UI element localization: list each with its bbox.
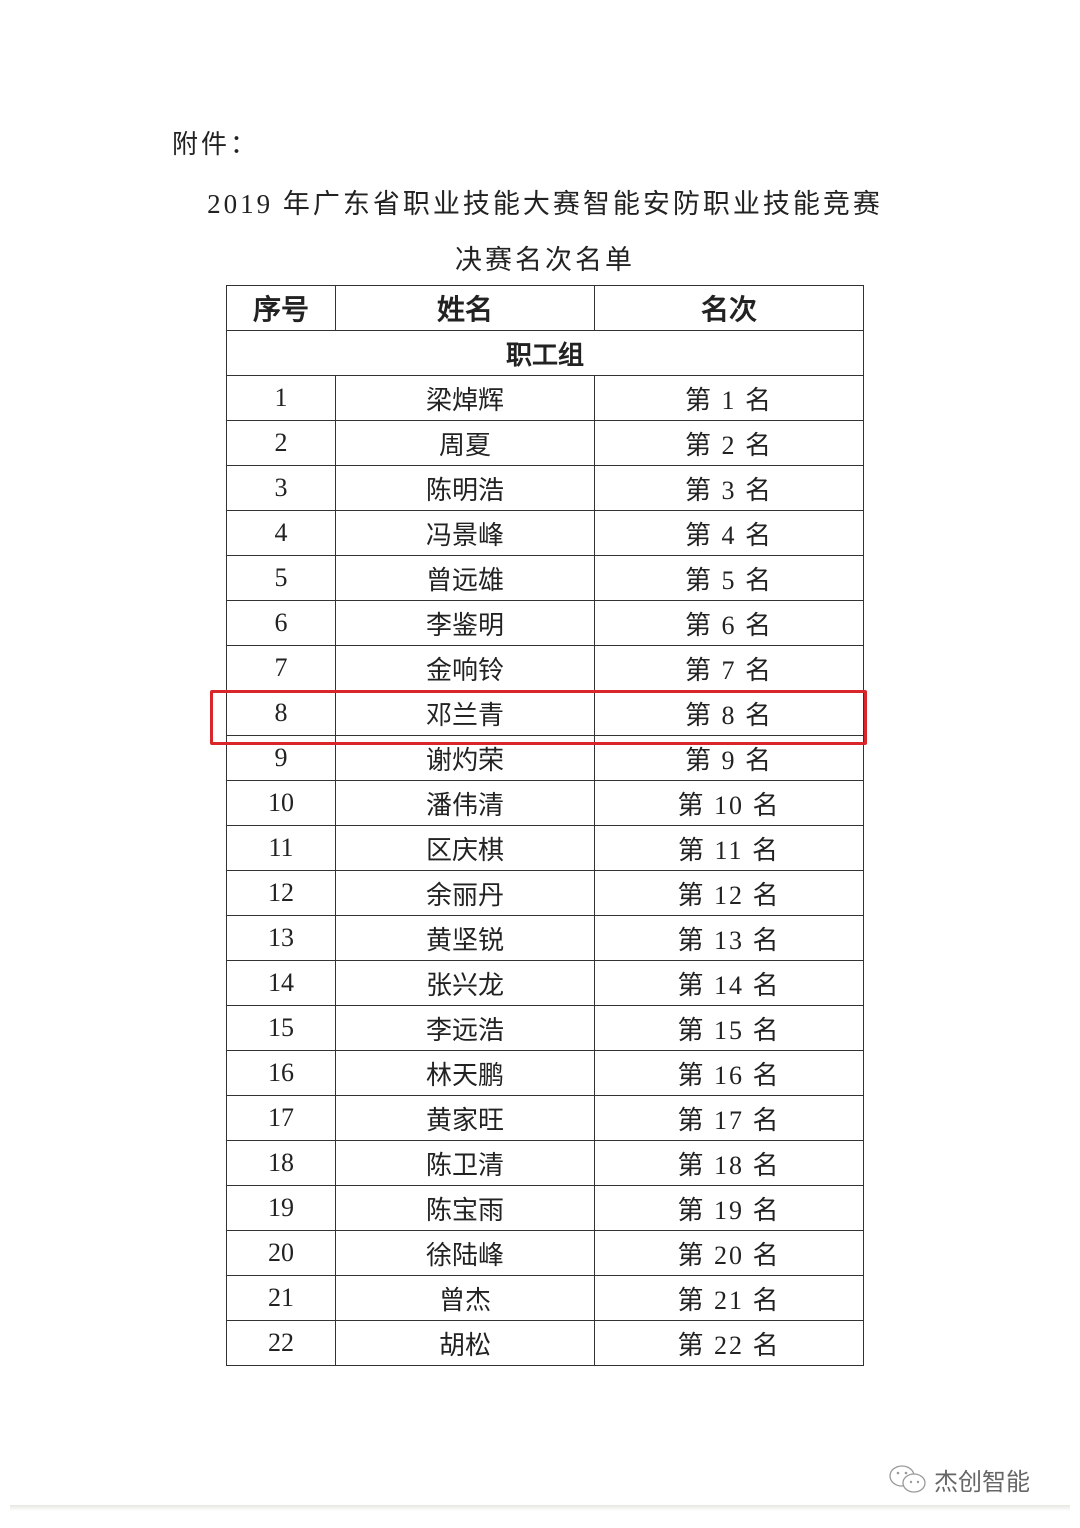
cell-number: 5 — [226, 555, 336, 601]
cell-number: 4 — [226, 510, 336, 556]
header-number: 序号 — [226, 285, 336, 331]
cell-rank: 第 19 名 — [594, 1185, 864, 1231]
cell-number: 22 — [226, 1320, 336, 1366]
header-rank: 名次 — [594, 285, 864, 331]
cell-name: 李鉴明 — [335, 600, 595, 646]
watermark-text: 杰创智能 — [934, 1468, 1030, 1496]
cell-name: 陈宝雨 — [335, 1185, 595, 1231]
cell-rank: 第 22 名 — [594, 1320, 864, 1366]
cell-number: 3 — [226, 465, 336, 511]
cell-number: 20 — [226, 1230, 336, 1276]
table-row: 10 潘伟清第 10 名 — [226, 780, 864, 826]
cell-rank: 第 21 名 — [594, 1275, 864, 1321]
table-row: 1 梁焯辉第 1 名 — [226, 375, 864, 421]
cell-number: 14 — [226, 960, 336, 1006]
cell-rank: 第 10 名 — [594, 780, 864, 826]
cell-number: 7 — [226, 645, 336, 691]
watermark: 杰创智能 — [888, 1462, 1030, 1497]
cell-rank: 第 1 名 — [594, 375, 864, 421]
cell-name: 余丽丹 — [335, 870, 595, 916]
table-row: 22 胡松第 22 名 — [226, 1320, 864, 1366]
cell-number: 15 — [226, 1005, 336, 1051]
cell-rank: 第 13 名 — [594, 915, 864, 961]
table-row: 2 周夏第 2 名 — [226, 420, 864, 466]
cell-number: 18 — [226, 1140, 336, 1186]
table-row: 17 黄家旺第 17 名 — [226, 1095, 864, 1141]
table-row: 15 李远浩第 15 名 — [226, 1005, 864, 1051]
table-row: 19 陈宝雨第 19 名 — [226, 1185, 864, 1231]
group-row: 职工组 — [226, 330, 864, 376]
cell-name: 邓兰青 — [335, 690, 595, 736]
document-subtitle: 决赛名次名单 — [455, 245, 635, 275]
cell-rank: 第 17 名 — [594, 1095, 864, 1141]
table-row: 13 黄坚锐第 13 名 — [226, 915, 864, 961]
cell-name: 徐陆峰 — [335, 1230, 595, 1276]
cell-name: 黄家旺 — [335, 1095, 595, 1141]
cell-rank: 第 11 名 — [594, 825, 864, 871]
cell-number: 17 — [226, 1095, 336, 1141]
table-row: 7 金响铃第 7 名 — [226, 645, 864, 691]
cell-name: 胡松 — [335, 1320, 595, 1366]
cell-number: 19 — [226, 1185, 336, 1231]
cell-rank: 第 2 名 — [594, 420, 864, 466]
highlight-box — [210, 690, 867, 745]
cell-name: 周夏 — [335, 420, 595, 466]
table-row: 18 陈卫清第 18 名 — [226, 1140, 864, 1186]
cell-number: 6 — [226, 600, 336, 646]
table-row: 16 林天鹏第 16 名 — [226, 1050, 864, 1096]
cell-rank: 第 15 名 — [594, 1005, 864, 1051]
header-name: 姓名 — [335, 285, 595, 331]
cell-number: 11 — [226, 825, 336, 871]
cell-number: 1 — [226, 375, 336, 421]
table-header-row: 序号 姓名 名次 — [226, 285, 864, 331]
cell-number: 13 — [226, 915, 336, 961]
page-bottom-edge — [10, 1505, 1070, 1511]
table-row: 4 冯景峰第 4 名 — [226, 510, 864, 556]
table-row: 12 余丽丹第 12 名 — [226, 870, 864, 916]
cell-number: 8 — [226, 690, 336, 736]
cell-name: 陈卫清 — [335, 1140, 595, 1186]
cell-name: 冯景峰 — [335, 510, 595, 556]
cell-rank: 第 5 名 — [594, 555, 864, 601]
cell-name: 潘伟清 — [335, 780, 595, 826]
cell-name: 梁焯辉 — [335, 375, 595, 421]
attachment-label: 附件： — [172, 130, 260, 159]
cell-rank: 第 18 名 — [594, 1140, 864, 1186]
cell-rank: 第 20 名 — [594, 1230, 864, 1276]
cell-name: 区庆棋 — [335, 825, 595, 871]
group-label: 职工组 — [226, 330, 864, 376]
table-row: 3 陈明浩第 3 名 — [226, 465, 864, 511]
cell-rank: 第 4 名 — [594, 510, 864, 556]
cell-rank: 第 6 名 — [594, 600, 864, 646]
cell-name: 曾杰 — [335, 1275, 595, 1321]
wechat-icon — [889, 1464, 926, 1493]
table-row: 20 徐陆峰第 20 名 — [226, 1230, 864, 1276]
cell-name: 金响铃 — [335, 645, 595, 691]
table-row: 5 曾远雄第 5 名 — [226, 555, 864, 601]
cell-rank: 第 12 名 — [594, 870, 864, 916]
document-title: 2019 年广东省职业技能大赛智能安防职业技能竞赛 — [207, 189, 883, 219]
cell-name: 黄坚锐 — [335, 915, 595, 961]
cell-number: 2 — [226, 420, 336, 466]
cell-name: 曾远雄 — [335, 555, 595, 601]
cell-number: 10 — [226, 780, 336, 826]
cell-rank: 第 3 名 — [594, 465, 864, 511]
cell-number: 12 — [226, 870, 336, 916]
cell-name: 张兴龙 — [335, 960, 595, 1006]
cell-rank: 第 14 名 — [594, 960, 864, 1006]
cell-rank: 第 7 名 — [594, 645, 864, 691]
table-row: 14 张兴龙第 14 名 — [226, 960, 864, 1006]
table-row: 21 曾杰第 21 名 — [226, 1275, 864, 1321]
cell-name: 陈明浩 — [335, 465, 595, 511]
cell-name: 林天鹏 — [335, 1050, 595, 1096]
cell-rank: 第 16 名 — [594, 1050, 864, 1096]
cell-name: 李远浩 — [335, 1005, 595, 1051]
table-row: 6 李鉴明第 6 名 — [226, 600, 864, 646]
table-row: 11 区庆棋第 11 名 — [226, 825, 864, 871]
cell-number: 21 — [226, 1275, 336, 1321]
cell-number: 16 — [226, 1050, 336, 1096]
